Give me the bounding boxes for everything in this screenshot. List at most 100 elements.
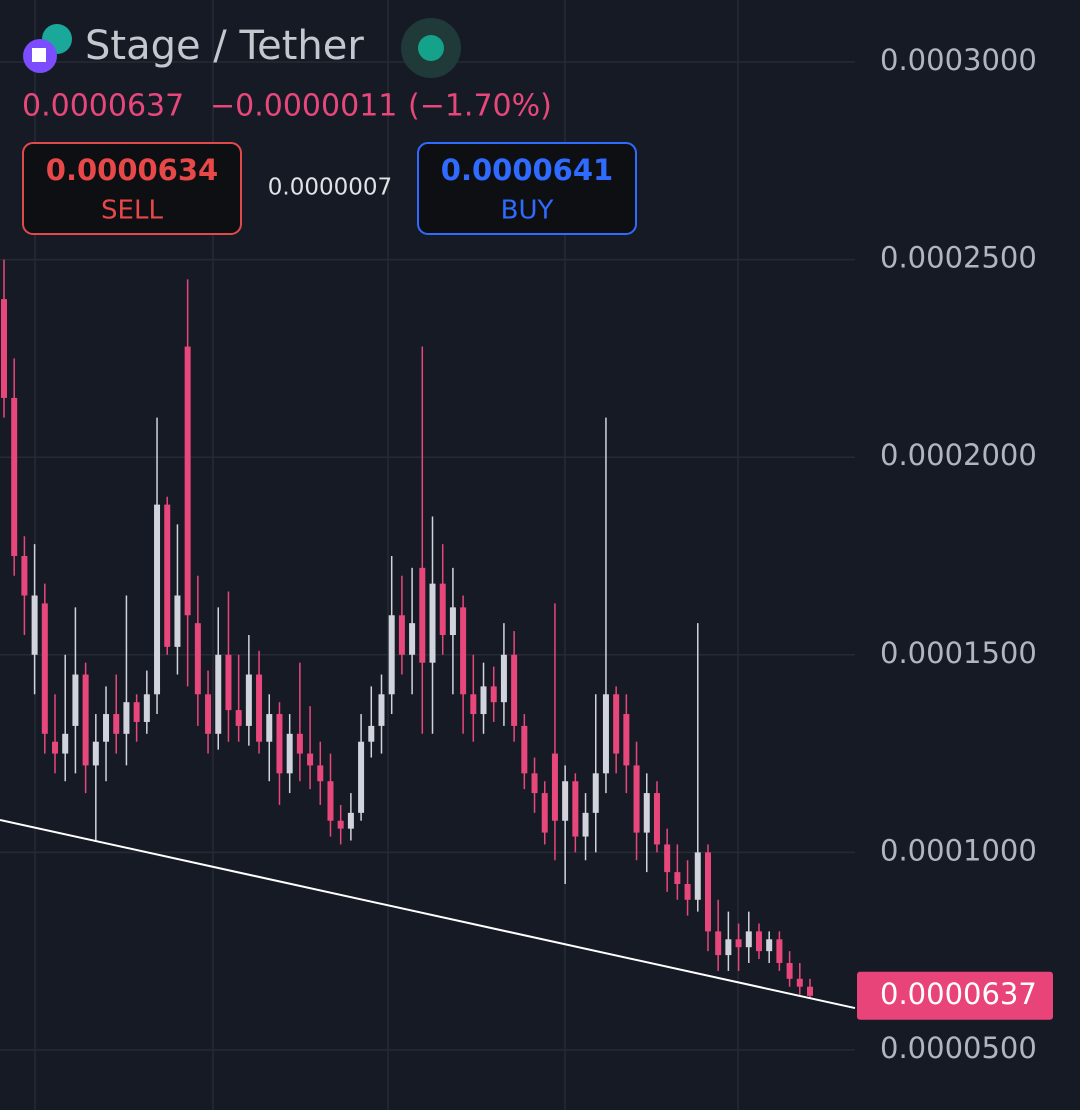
header: Stage / Tether 0.0000637 −0.0000011 (−1.…	[22, 18, 637, 235]
base-icon-glyph	[32, 48, 46, 62]
candle-body	[92, 741, 99, 766]
candle-body	[133, 702, 140, 722]
candle-body	[653, 793, 660, 845]
candle-body	[194, 623, 201, 695]
candle-body	[1, 299, 7, 398]
candle-body	[256, 674, 263, 742]
last-price-box	[857, 971, 1053, 1020]
candle-body	[276, 714, 283, 774]
candle-body	[409, 623, 416, 655]
candle-body	[521, 725, 528, 774]
sell-price: 0.0000634	[46, 153, 218, 187]
candle-body	[62, 733, 69, 754]
candle-body	[807, 986, 813, 996]
spread: 0.0000007	[268, 175, 392, 201]
y-tick-label: 0.0002500	[880, 241, 1037, 275]
candle-body	[592, 773, 599, 813]
candle-body	[511, 654, 518, 726]
candle-body	[52, 741, 59, 754]
candle-body	[398, 615, 405, 655]
candle-body	[296, 733, 303, 754]
candle-body	[419, 567, 426, 663]
candle-body	[745, 931, 752, 948]
candle-body	[368, 725, 375, 742]
trendline	[0, 818, 856, 1010]
candle-body	[337, 820, 344, 829]
candle-body	[215, 654, 222, 734]
candle-body	[184, 346, 191, 616]
candle-body	[704, 852, 711, 932]
candle-body	[470, 694, 477, 715]
candle-body	[786, 963, 793, 979]
candle-body	[684, 883, 691, 900]
candle-body	[82, 674, 89, 766]
y-tick-label: 0.0002000	[880, 438, 1037, 472]
candle-body	[113, 714, 120, 734]
candle-body	[674, 872, 681, 884]
candle-body	[755, 931, 762, 952]
candle-body	[103, 714, 110, 742]
candle-body	[449, 607, 456, 636]
sell-label: SELL	[101, 196, 163, 226]
candle-body	[582, 812, 589, 837]
buy-price: 0.0000641	[441, 153, 613, 187]
candle-body	[164, 504, 171, 647]
candle-body	[245, 674, 252, 726]
candle-body	[776, 939, 783, 964]
change-pct: (−1.70%)	[408, 89, 552, 124]
y-tick-label: 0.0000500	[880, 1031, 1037, 1065]
candle-body	[572, 781, 579, 837]
candle-body	[562, 781, 569, 821]
candle-body	[327, 781, 334, 821]
candle-body	[266, 714, 273, 742]
candle-body	[602, 694, 609, 774]
candle-body	[531, 773, 538, 794]
candle-body	[317, 765, 324, 782]
candle-body	[143, 694, 150, 722]
candle-body	[613, 694, 620, 754]
candle-body	[796, 978, 803, 987]
y-tick-label: 0.0001000	[880, 833, 1037, 867]
candle-body	[633, 765, 640, 833]
candle-body	[123, 702, 130, 734]
candle-body	[439, 583, 446, 636]
candle-body	[154, 504, 161, 695]
candle-body	[500, 654, 507, 703]
candle-body	[551, 753, 558, 821]
candle-body	[378, 694, 385, 726]
candle-body	[174, 595, 181, 647]
candle-body	[735, 939, 742, 948]
candle-body	[347, 812, 354, 829]
candle-body	[205, 694, 212, 734]
price: 0.0000637	[22, 89, 184, 124]
candle-body	[31, 595, 38, 655]
candle-body	[766, 939, 773, 952]
sell-button[interactable]	[22, 142, 242, 235]
candle-body	[664, 844, 671, 873]
candle-body	[358, 741, 365, 813]
candle-body	[429, 583, 436, 663]
candle-body	[490, 686, 497, 703]
candle-body	[21, 555, 28, 596]
candle-body	[623, 714, 630, 766]
candle-body	[41, 603, 48, 734]
candle-body	[72, 674, 79, 726]
candle-body	[286, 733, 293, 774]
y-tick-label: 0.0001500	[880, 636, 1037, 670]
candle-body	[541, 793, 548, 833]
candle-body	[694, 852, 701, 900]
y-tick-label: 0.0003000	[880, 43, 1037, 77]
candle-body	[643, 793, 650, 833]
candle-body	[480, 686, 487, 715]
candle-body	[235, 710, 242, 726]
candle-body	[11, 397, 18, 556]
candle-body	[388, 615, 395, 695]
candle-body	[307, 753, 314, 766]
buy-button[interactable]	[417, 142, 637, 235]
candle-body	[225, 654, 232, 711]
pair-title: Stage / Tether	[85, 23, 364, 69]
candle-body	[460, 607, 467, 695]
last-price-label: 0.0000637	[880, 977, 1037, 1011]
buy-label: BUY	[501, 196, 554, 226]
